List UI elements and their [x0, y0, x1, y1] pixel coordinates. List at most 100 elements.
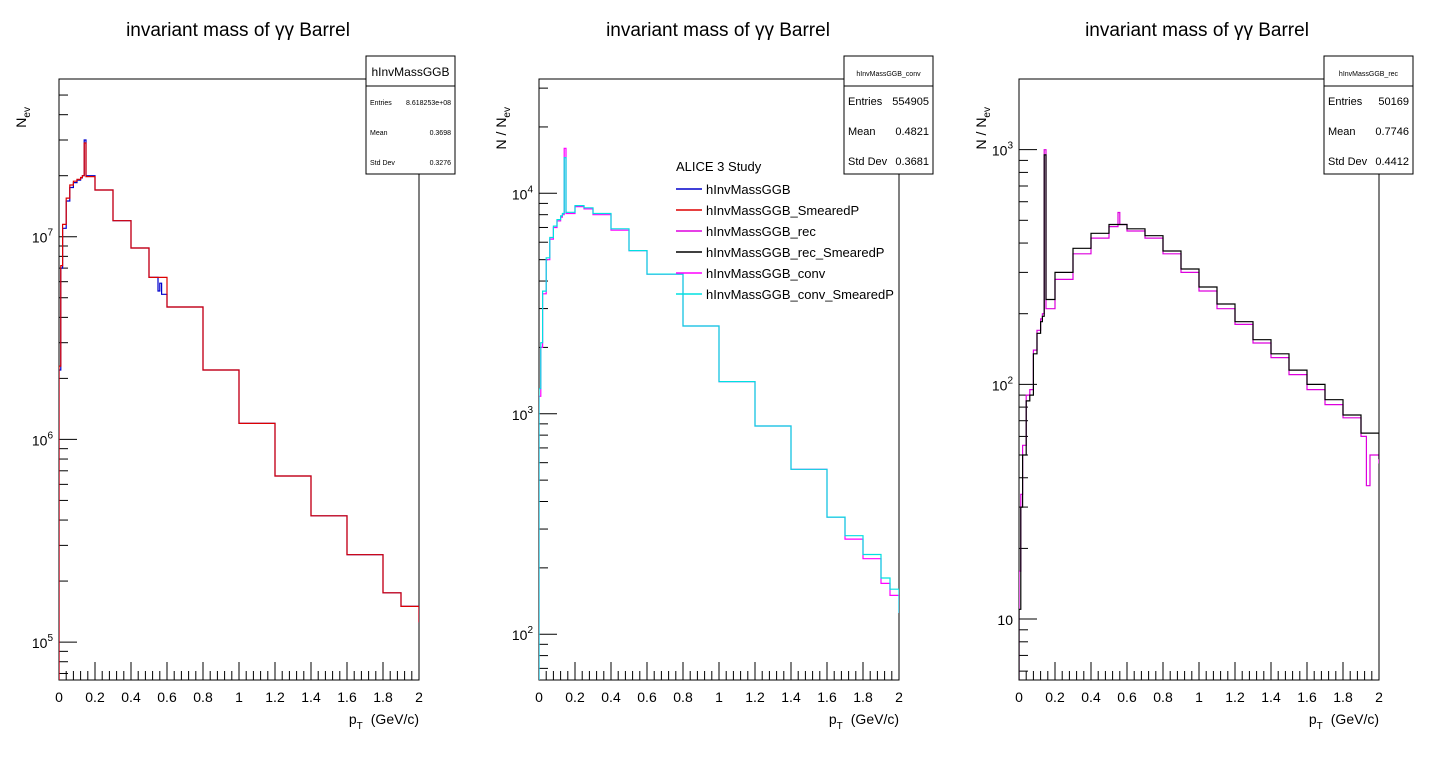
x-tick-label: 1.4 — [301, 689, 321, 705]
y-tick-exponent: 4 — [527, 184, 533, 195]
x-axis: 0 0.2 0.4 0.6 0.8 1 1.2 1.4 1.6 1.8 2 — [55, 662, 423, 705]
stats-label: Std Dev — [1328, 156, 1368, 168]
legend-entry: hInvMassGGB — [706, 182, 791, 197]
x-tick-label: 1.8 — [853, 689, 873, 705]
stats-value: 0.4821 — [895, 126, 929, 138]
x-axis-label-main: p — [349, 711, 357, 727]
y-tick-base: 10 — [992, 143, 1008, 159]
stats-label: Entries — [848, 96, 883, 108]
x-tick-label: 0.2 — [1045, 689, 1065, 705]
x-axis: 0 0.2 0.4 0.6 0.8 1 1.2 1.4 1.6 1.8 2 — [1015, 662, 1383, 705]
x-tick-label: 0.4 — [121, 689, 141, 705]
stats-value: 0.7746 — [1375, 126, 1409, 138]
x-tick-label: 1 — [1195, 689, 1203, 705]
stats-box-frame — [365, 55, 456, 175]
x-tick-label: 1.2 — [1225, 689, 1245, 705]
x-axis-label: pT (GeV/c) — [829, 711, 899, 732]
x-axis-label-sub: T — [837, 721, 843, 732]
legend-header: ALICE 3 Study — [676, 159, 762, 174]
y-axis-label-sub: ev — [22, 107, 33, 118]
y-tick-exponent: 6 — [47, 430, 53, 441]
y-axis-label: N / Nev — [973, 107, 993, 149]
stats-title: hInvMassGGB_rec — [1339, 71, 1399, 78]
y-tick-label: 103 — [512, 405, 534, 423]
panel-3: invariant mass of γγ Barrel 0 0.2 0.4 0.6 0.8… — [973, 20, 1414, 732]
x-tick-label: 2 — [415, 689, 423, 705]
x-axis-label-main: p — [1309, 711, 1317, 727]
legend: ALICE 3 Study hInvMassGGB hInvMassGGB_Smea… — [676, 159, 894, 302]
y-tick-label: 107 — [32, 228, 54, 246]
y-axis-label: N / Nev — [493, 107, 513, 149]
panel-2: invariant mass of γγ Barrel 0 0.2 0.4 0.6 0.8… — [493, 20, 934, 732]
series-line-hInvMassGGB_rec_SmearedP — [1019, 154, 1379, 680]
y-tick-base: 10 — [997, 612, 1013, 628]
panel-1: invariant mass of γγ Barrel 0 0.2 0.4 0.6 0.8… — [13, 20, 456, 732]
y-tick-base: 10 — [992, 377, 1008, 393]
y-tick-base: 10 — [512, 186, 528, 202]
x-axis-label-sub: T — [357, 721, 363, 732]
y-tick-label: 103 — [992, 141, 1014, 159]
legend-entry: hInvMassGGB_conv_SmearedP — [706, 287, 894, 302]
legend-entry: hInvMassGGB_conv — [706, 266, 826, 281]
x-axis-label: pT (GeV/c) — [1309, 711, 1379, 732]
legend-entry: hInvMassGGB_rec — [706, 224, 816, 239]
x-tick-label: 1 — [715, 689, 723, 705]
y-tick-exponent: 5 — [47, 633, 53, 644]
y-tick-exponent: 2 — [1007, 375, 1013, 386]
x-tick-label: 0.8 — [673, 689, 693, 705]
stats-value: 554905 — [892, 96, 929, 108]
stats-value: 0.3681 — [895, 156, 929, 168]
series-line-hInvMassGGB_SmearedP — [59, 142, 419, 680]
y-tick-label: 10 — [997, 612, 1013, 628]
stats-box-frame — [843, 55, 934, 175]
x-tick-label: 0.6 — [637, 689, 657, 705]
x-tick-label: 1.8 — [1333, 689, 1353, 705]
stats-box-frame — [1323, 55, 1414, 175]
y-axis-label-main: N / N — [973, 118, 989, 150]
y-tick-exponent: 3 — [527, 405, 533, 416]
chart-title: invariant mass of γγ Barrel — [1085, 20, 1309, 41]
x-tick-label: 1.2 — [265, 689, 285, 705]
x-tick-label: 1.4 — [1261, 689, 1281, 705]
x-tick-label: 0 — [535, 689, 543, 705]
y-tick-label: 102 — [512, 625, 534, 643]
stats-box: hInvMassGGB Entries 8.618253e+08 Mean 0.3698… — [365, 55, 456, 175]
x-axis: 0 0.2 0.4 0.6 0.8 1 1.2 1.4 1.6 1.8 2 — [535, 662, 903, 705]
x-axis-label-unit: (GeV/c) — [851, 711, 899, 727]
x-tick-label: 1.4 — [781, 689, 801, 705]
x-tick-label: 1.8 — [373, 689, 393, 705]
x-tick-label: 0 — [55, 689, 63, 705]
x-tick-label: 0.6 — [1117, 689, 1137, 705]
stats-label: Entries — [370, 100, 392, 107]
y-tick-label: 105 — [32, 633, 54, 651]
series-line-hInvMassGGB_conv_SmearedP — [539, 157, 899, 680]
x-tick-label: 0 — [1015, 689, 1023, 705]
y-tick-base: 10 — [32, 432, 48, 448]
stats-label: Entries — [1328, 96, 1363, 108]
x-axis-label: pT (GeV/c) — [349, 711, 419, 732]
stats-value: 50169 — [1378, 96, 1409, 108]
stats-box: hInvMassGGB_conv Entries 554905 Mean 0.4821 S… — [843, 55, 934, 175]
legend-entry: hInvMassGGB_SmearedP — [706, 203, 859, 218]
chart-title: invariant mass of γγ Barrel — [606, 20, 830, 41]
stats-label: Mean — [848, 126, 876, 138]
y-tick-base: 10 — [512, 407, 528, 423]
series-line-hInvMassGGB_rec — [1019, 149, 1379, 680]
y-axis-label-main: N — [13, 118, 29, 128]
x-tick-label: 0.8 — [1153, 689, 1173, 705]
x-axis-label-unit: (GeV/c) — [1331, 711, 1379, 727]
x-tick-label: 0.6 — [157, 689, 177, 705]
y-axis-label-sub: ev — [982, 107, 993, 118]
y-tick-label: 102 — [992, 375, 1014, 393]
x-tick-label: 0.4 — [1081, 689, 1101, 705]
y-tick-base: 10 — [32, 230, 48, 246]
x-tick-label: 1.6 — [337, 689, 357, 705]
y-axis-label-sub: ev — [502, 107, 513, 118]
x-tick-label: 1.2 — [745, 689, 765, 705]
x-axis-label-sub: T — [1317, 721, 1323, 732]
legend-entry: hInvMassGGB_rec_SmearedP — [706, 245, 884, 260]
x-axis-label-unit: (GeV/c) — [371, 711, 419, 727]
stats-label: Std Dev — [370, 160, 395, 167]
